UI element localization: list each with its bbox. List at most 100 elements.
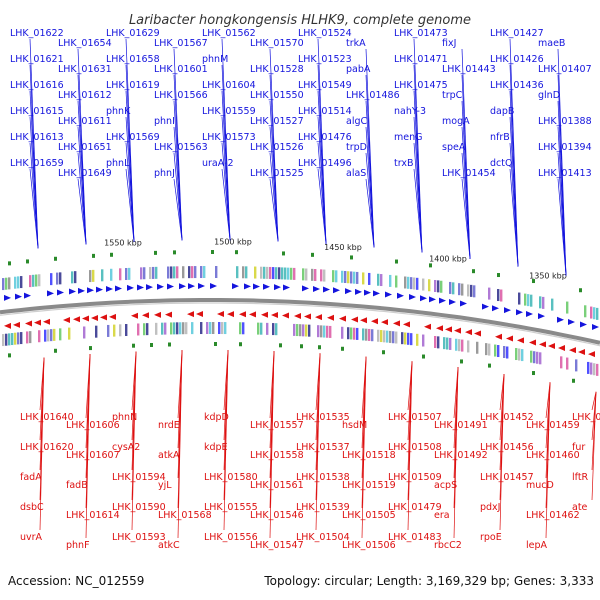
cog-stripe: [170, 266, 173, 279]
gene-label: phnM: [202, 54, 228, 65]
gene-leader-line: [85, 353, 91, 539]
gene-label: LHK_01621: [10, 54, 64, 65]
gene-label: LHK_01538: [296, 472, 350, 483]
cog-stripe: [110, 268, 113, 281]
cog-stripe: [461, 283, 464, 296]
forward-gene: [526, 310, 533, 317]
cog-stripe: [395, 331, 398, 344]
rna-marker: [211, 250, 214, 255]
cog-stripe: [467, 284, 470, 297]
forward-gene: [106, 286, 113, 293]
gene-label: LHK_01604: [202, 80, 256, 91]
gene-leader-line: [509, 142, 519, 267]
gene-label: LHK_01535: [296, 412, 350, 423]
forward-gene: [345, 288, 352, 295]
cog-stripe: [161, 322, 164, 335]
cog-stripe: [38, 330, 41, 343]
cog-stripe: [356, 271, 359, 284]
cog-stripe: [407, 332, 410, 345]
reverse-gene: [529, 339, 536, 346]
cog-stripe: [290, 267, 293, 280]
cog-stripe: [551, 298, 554, 311]
cog-stripe: [38, 274, 41, 287]
cog-stripe: [140, 267, 143, 280]
gene-label: LHK_01475: [394, 80, 448, 91]
gene-label: LHK_01559: [202, 106, 256, 117]
cog-stripe: [371, 329, 374, 342]
rna-marker: [318, 345, 321, 350]
gene-label: LHK_01561: [250, 480, 304, 491]
cog-stripe: [515, 348, 518, 361]
cog-stripe: [560, 356, 563, 369]
forward-gene: [87, 287, 94, 294]
gene-label: LHK_01562: [202, 28, 256, 39]
cog-stripe: [47, 329, 50, 342]
cog-stripe: [470, 284, 473, 297]
cog-stripe: [143, 323, 146, 336]
gene-label: LHK_01549: [298, 80, 352, 91]
reverse-gene: [271, 312, 278, 319]
cog-stripe: [125, 268, 128, 281]
reverse-gene: [165, 311, 172, 318]
cog-stripe: [503, 346, 506, 359]
cog-stripe: [272, 323, 275, 336]
gene-label: trxB: [394, 158, 414, 169]
gene-label: trpD: [346, 142, 367, 153]
forward-gene: [364, 289, 371, 296]
cog-stripe: [521, 349, 524, 362]
reverse-gene: [558, 344, 565, 351]
gene-label: yjL: [158, 480, 172, 491]
cog-stripe: [155, 322, 158, 335]
gene-leader-line: [77, 152, 87, 245]
cog-stripe: [518, 292, 521, 305]
gene-label: LHK_01436: [490, 80, 544, 91]
cog-stripe: [353, 271, 356, 284]
cog-stripe: [392, 331, 395, 344]
kbp-tick-label: 1350 kbp: [529, 271, 567, 280]
gene-leader-line: [221, 168, 231, 241]
forward-gene: [210, 283, 217, 289]
rna-marker: [168, 342, 171, 347]
gene-label: LHK_01659: [10, 158, 64, 169]
reverse-gene: [154, 311, 161, 318]
cog-stripe: [437, 280, 440, 293]
cog-stripe: [377, 329, 380, 342]
reverse-gene: [403, 321, 410, 328]
gene-label: LHK_01631: [58, 64, 112, 75]
kbp-tick-label: 1450 kbp: [324, 243, 362, 252]
gene-label: LHK_01434: [572, 412, 600, 423]
gene-leader-line: [29, 168, 39, 249]
cog-stripe: [224, 322, 227, 335]
forward-gene: [592, 324, 599, 331]
gene-label: LHK_01407: [538, 64, 592, 75]
gene-label: LHK_01456: [480, 442, 534, 453]
cog-stripe: [257, 322, 260, 335]
label-leader-lines: [29, 38, 597, 539]
gene-leader-line: [177, 350, 183, 539]
forward-gene: [69, 288, 76, 295]
gene-label: LHK_01394: [538, 142, 592, 153]
rna-marker: [8, 261, 11, 266]
cog-stripe: [341, 270, 344, 283]
gene-label: LHK_01486: [346, 90, 400, 101]
reverse-gene: [371, 318, 378, 325]
kbp-tick-label: 1400 kbp: [429, 254, 467, 263]
cog-stripe: [539, 352, 542, 365]
cog-stripe: [170, 322, 173, 335]
reverse-gene: [436, 325, 443, 332]
gene-label: LHK_01508: [388, 442, 442, 453]
cog-stripe: [137, 323, 140, 336]
feature-tracks: 1350 kbp 1400 kbp 1450 kbp 1500 kbp 1550 kbp: [0, 237, 600, 383]
gene-label: LHK_01568: [158, 510, 212, 521]
cog-stripe: [449, 281, 452, 294]
gene-label: alaS: [346, 168, 366, 179]
forward-gene: [355, 288, 362, 295]
cog-stripe: [74, 271, 77, 284]
forward-gene: [157, 283, 164, 290]
cog-stripe: [275, 323, 278, 336]
cog-stripe: [446, 337, 449, 350]
cog-stripe: [305, 324, 308, 337]
cog-stripe: [173, 322, 176, 335]
cog-stripe: [353, 327, 356, 340]
